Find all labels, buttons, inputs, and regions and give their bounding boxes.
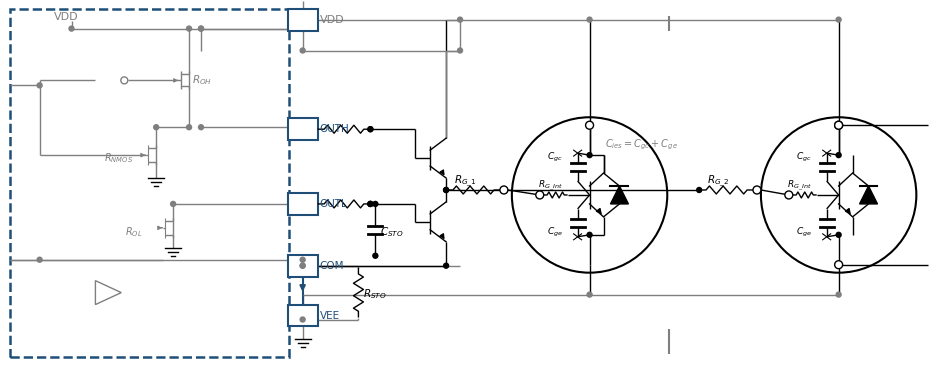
Polygon shape [96, 280, 121, 305]
Text: $R_{NMOS}$: $R_{NMOS}$ [104, 151, 133, 165]
Circle shape [785, 191, 793, 199]
Circle shape [300, 263, 306, 268]
Text: $R_{G\_1}$: $R_{G\_1}$ [454, 173, 477, 189]
Text: OUTH: OUTH [320, 124, 349, 134]
Text: $C_{ge}$: $C_{ge}$ [547, 226, 563, 239]
Bar [288, 255, 318, 277]
Circle shape [499, 186, 508, 194]
Text: $R_{G\_Int}$: $R_{G\_Int}$ [537, 179, 563, 193]
Circle shape [753, 186, 761, 194]
Circle shape [300, 263, 306, 268]
Circle shape [121, 77, 128, 84]
Circle shape [170, 201, 176, 206]
Text: $R_{STO}$: $R_{STO}$ [363, 288, 387, 301]
Circle shape [368, 201, 373, 206]
Circle shape [696, 188, 702, 192]
Text: $R_{OH}$: $R_{OH}$ [192, 73, 212, 87]
Text: VEE: VEE [320, 310, 340, 320]
Bar [288, 9, 318, 31]
Circle shape [368, 201, 373, 206]
Circle shape [199, 125, 203, 130]
Text: $C_{gc}$: $C_{gc}$ [547, 151, 563, 164]
Circle shape [186, 26, 191, 31]
Circle shape [186, 125, 191, 130]
Circle shape [373, 201, 377, 206]
Circle shape [300, 317, 306, 322]
Circle shape [37, 83, 43, 88]
Bar [288, 193, 318, 215]
Circle shape [836, 17, 841, 22]
Circle shape [69, 26, 74, 31]
Text: $R_{OL}$: $R_{OL}$ [125, 225, 143, 239]
Bar [288, 305, 318, 326]
Circle shape [587, 153, 592, 158]
Polygon shape [860, 186, 878, 204]
Circle shape [834, 121, 843, 129]
Text: $C_{STO}$: $C_{STO}$ [380, 225, 404, 239]
Text: VDD: VDD [320, 15, 344, 25]
Circle shape [587, 232, 592, 237]
Polygon shape [610, 186, 628, 204]
Circle shape [368, 127, 373, 132]
Bar [288, 118, 318, 140]
Circle shape [373, 253, 377, 258]
Circle shape [834, 121, 843, 129]
Circle shape [587, 292, 592, 297]
Circle shape [444, 188, 448, 192]
Circle shape [535, 191, 544, 199]
Circle shape [153, 125, 159, 130]
Circle shape [834, 261, 843, 269]
Circle shape [587, 17, 592, 22]
Circle shape [37, 257, 43, 262]
Text: $C_{ies}=C_{gc}+C_{ge}$: $C_{ies}=C_{gc}+C_{ge}$ [604, 138, 677, 152]
Circle shape [444, 188, 448, 192]
Circle shape [836, 153, 841, 158]
Text: VDD: VDD [54, 12, 79, 22]
Circle shape [368, 201, 373, 206]
Circle shape [458, 17, 463, 22]
Text: OUTL: OUTL [320, 199, 347, 209]
Circle shape [199, 26, 203, 31]
Circle shape [586, 121, 593, 129]
Circle shape [836, 292, 841, 297]
Circle shape [458, 48, 463, 53]
Circle shape [300, 257, 306, 262]
Text: $C_{ge}$: $C_{ge}$ [796, 226, 812, 239]
Circle shape [512, 117, 667, 273]
Text: $C_{gc}$: $C_{gc}$ [796, 151, 812, 164]
Circle shape [836, 232, 841, 237]
Text: COM: COM [320, 261, 344, 271]
Circle shape [368, 127, 373, 132]
Circle shape [444, 263, 448, 268]
Circle shape [761, 117, 917, 273]
Text: $R_{G\_2}$: $R_{G\_2}$ [707, 173, 729, 189]
Circle shape [199, 26, 203, 31]
Circle shape [300, 48, 306, 53]
Text: $R_{G\_Int}$: $R_{G\_Int}$ [787, 179, 812, 193]
